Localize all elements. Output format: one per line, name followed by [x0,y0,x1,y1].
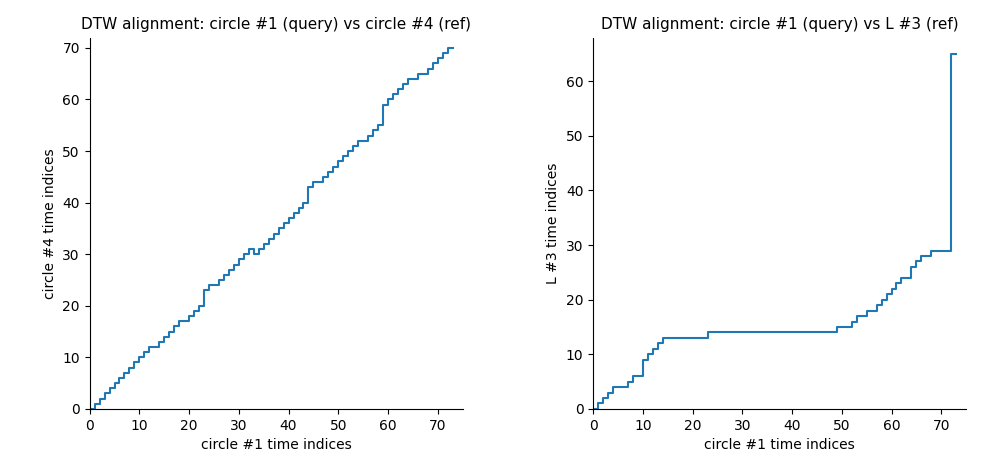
Title: DTW alignment: circle #1 (query) vs circle #4 (ref): DTW alignment: circle #1 (query) vs circ… [81,17,471,32]
Y-axis label: L #3 time indices: L #3 time indices [546,163,560,284]
X-axis label: circle #1 time indices: circle #1 time indices [704,438,855,452]
Y-axis label: circle #4 time indices: circle #4 time indices [43,148,57,298]
Title: DTW alignment: circle #1 (query) vs L #3 (ref): DTW alignment: circle #1 (query) vs L #3… [601,17,958,32]
X-axis label: circle #1 time indices: circle #1 time indices [201,438,352,452]
